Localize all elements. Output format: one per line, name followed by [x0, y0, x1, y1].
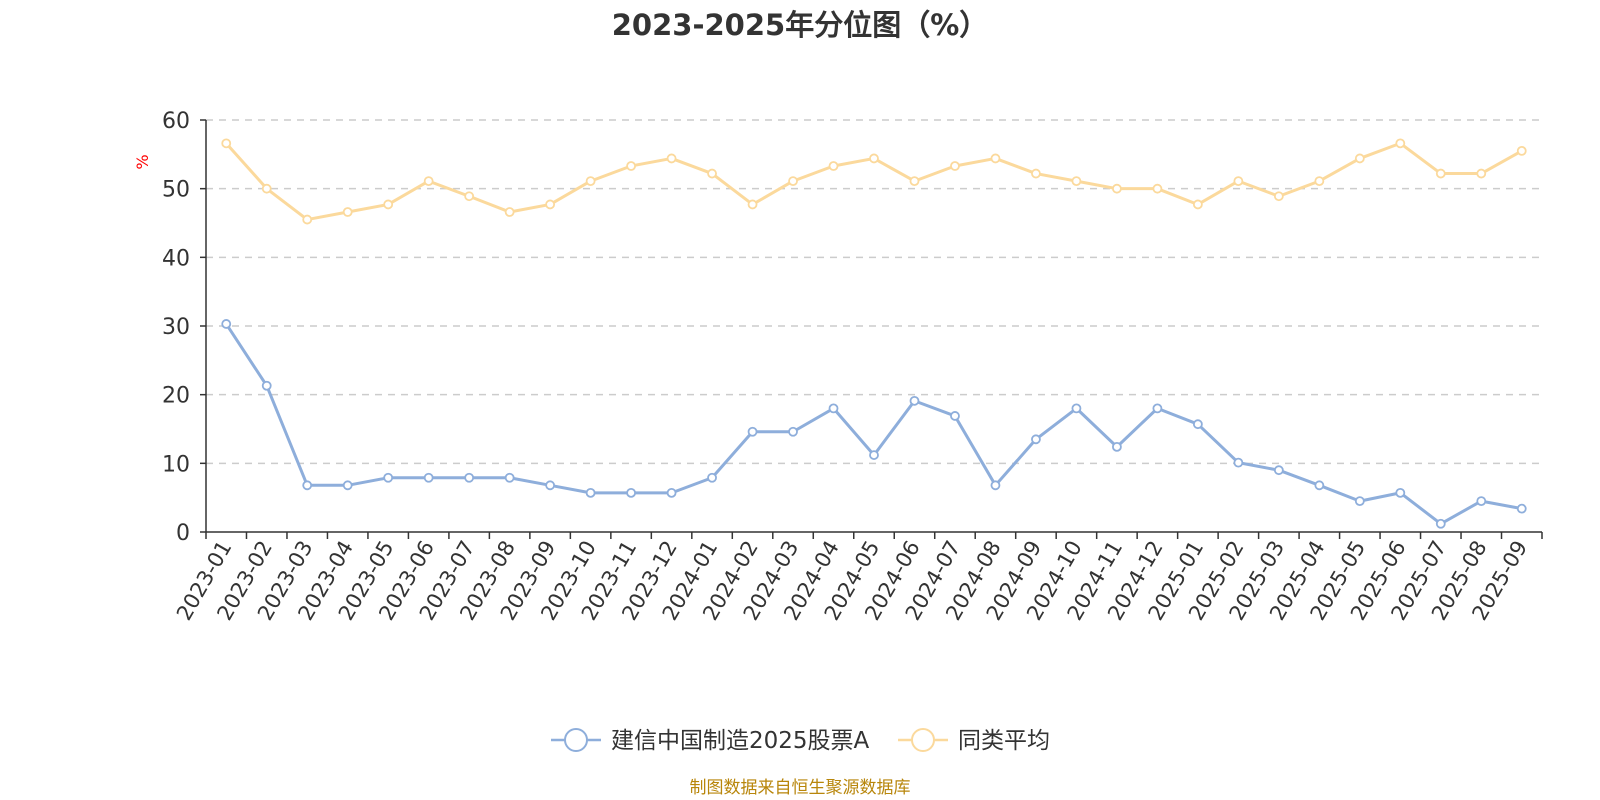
- data-point: [1152, 403, 1163, 414]
- y-tick-label: 60: [162, 109, 190, 134]
- y-tick-label: 50: [162, 178, 190, 203]
- data-point: [828, 161, 839, 171]
- data-point: [1314, 176, 1325, 187]
- data-point: [1233, 176, 1244, 187]
- data-point: [423, 472, 434, 483]
- data-point: [707, 168, 717, 179]
- data-point: [383, 472, 394, 483]
- data-point: [828, 403, 839, 414]
- data-point: [1273, 191, 1284, 202]
- data-point: [990, 480, 1001, 491]
- y-tick-label: 40: [162, 246, 190, 271]
- data-point: [1071, 176, 1082, 187]
- data-point: [1354, 153, 1365, 164]
- data-point: [342, 207, 353, 217]
- y-tick-label: 20: [162, 384, 190, 409]
- legend-item-2: 同类平均: [898, 728, 1050, 754]
- data-point: [1314, 480, 1325, 491]
- data-point: [342, 480, 353, 491]
- y-axis-label: %: [133, 154, 152, 169]
- grid-lines: [206, 119, 1542, 465]
- data-point: [626, 161, 636, 171]
- data-point: [1233, 457, 1244, 468]
- chart-title: 2023-2025年分位图（%）: [611, 8, 989, 42]
- data-point: [504, 207, 515, 217]
- legend-marker: [911, 728, 935, 752]
- data-point: [747, 199, 758, 210]
- data-point: [1435, 168, 1446, 179]
- data-point: [585, 176, 596, 187]
- data-point: [383, 199, 394, 210]
- data-point: [423, 176, 434, 187]
- legend-label: 同类平均: [958, 728, 1050, 754]
- data-point: [869, 450, 879, 460]
- data-point: [261, 380, 272, 391]
- data-point: [788, 176, 798, 187]
- data-point: [909, 176, 920, 187]
- axes: 0102030405060%2023-012023-022023-032023-…: [133, 109, 1543, 624]
- data-point: [990, 153, 1001, 164]
- data-point: [545, 480, 556, 491]
- data-point: [504, 472, 515, 483]
- data-point: [1395, 138, 1406, 149]
- data-point: [261, 183, 272, 194]
- data-point: [626, 487, 636, 498]
- data-point: [909, 395, 920, 406]
- data-point: [1273, 465, 1284, 476]
- data-point: [221, 138, 232, 149]
- data-point: [869, 153, 879, 164]
- data-point: [1435, 518, 1446, 529]
- chart-source-note: 制图数据来自恒生聚源数据库: [689, 778, 911, 798]
- legend-label: 建信中国制造2025股票A: [611, 728, 870, 754]
- data-point: [1476, 496, 1487, 507]
- data-point: [788, 426, 798, 437]
- data-point: [707, 472, 717, 483]
- data-point: [950, 411, 960, 421]
- legend-marker: [564, 728, 588, 752]
- data-point: [1112, 441, 1122, 452]
- data-point: [464, 472, 475, 483]
- data-point: [1071, 403, 1082, 414]
- data-point: [1516, 503, 1527, 514]
- y-tick-label: 0: [176, 521, 190, 546]
- legend-item-1: 建信中国制造2025股票A: [551, 728, 870, 754]
- data-point: [666, 153, 677, 164]
- data-point: [950, 161, 960, 171]
- series-lines: [221, 138, 1527, 529]
- data-point: [1476, 168, 1487, 179]
- data-point: [1395, 487, 1406, 498]
- data-point: [666, 487, 677, 498]
- data-point: [1354, 496, 1365, 507]
- legend: 建信中国制造2025股票A 同类平均: [551, 728, 1050, 754]
- data-point: [1192, 199, 1203, 210]
- data-point: [1031, 434, 1041, 445]
- data-point: [1031, 168, 1041, 179]
- data-point: [585, 487, 596, 498]
- data-point: [747, 426, 758, 437]
- data-point: [221, 319, 232, 329]
- series-line-1: [224, 322, 1524, 526]
- data-point: [545, 199, 556, 210]
- data-point: [464, 191, 475, 202]
- data-point: [302, 214, 313, 225]
- y-tick-label: 30: [162, 315, 190, 340]
- data-point: [1192, 419, 1203, 430]
- y-tick-label: 10: [162, 452, 190, 477]
- data-point: [1516, 145, 1527, 156]
- data-point: [1112, 183, 1122, 194]
- data-point: [1152, 183, 1163, 194]
- data-point: [302, 480, 313, 491]
